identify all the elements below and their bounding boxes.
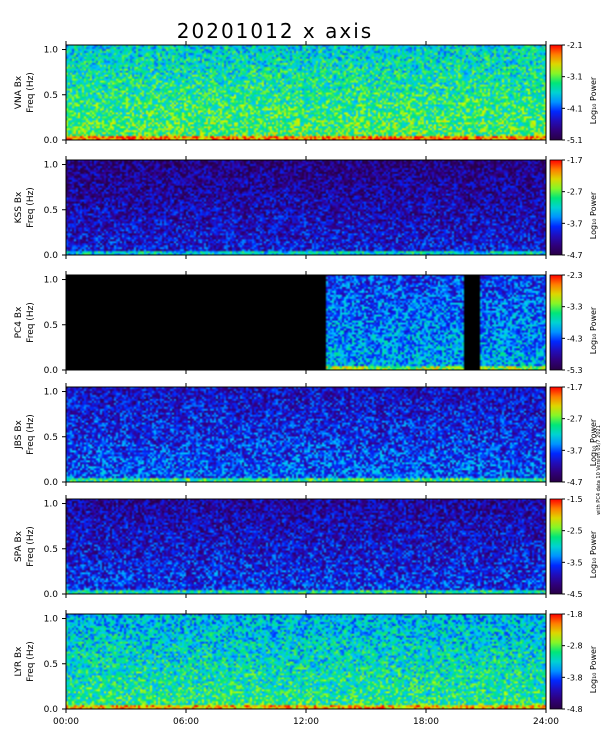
colorbar-label: Log₁₀ Power (589, 530, 598, 578)
x-tick-label: 18:00 (413, 717, 439, 727)
colorbar-tick-label: -3.1 (567, 73, 583, 82)
colorbar-tick-label: -4.1 (567, 104, 583, 113)
y-tick-label: 0.0 (44, 136, 59, 146)
colorbar-tick-label: -2.5 (567, 527, 583, 536)
y-axis-label: Freq (Hz) (26, 72, 36, 113)
colorbar (549, 613, 563, 710)
colorbar-tick-label: -5.1 (567, 136, 583, 145)
panel-2: 0.0 0.5 1.0 PC4 Bx Freq (Hz) -2.3 -3.3 -4.3 -5.3… (14, 271, 598, 376)
colorbar-tick-label: -2.7 (567, 415, 583, 424)
y-tick-label: 0.5 (44, 433, 58, 443)
colorbar-label: Log₁₀ Power (589, 191, 598, 239)
colorbar-tick-label: -4.3 (567, 334, 583, 343)
y-axis-label: Freq (Hz) (26, 641, 36, 682)
station-label: SPA Bx (14, 530, 24, 562)
colorbar-label: Log₁₀ Power (589, 306, 598, 354)
y-tick-label: 0.5 (44, 660, 58, 670)
colorbar-tick-label: -2.1 (567, 41, 583, 50)
chart-title: 20201012 x axis (177, 19, 373, 43)
colorbar-tick-label: -1.5 (567, 495, 583, 504)
spectrogram-image (66, 499, 546, 594)
colorbar-tick-label: -4.5 (567, 590, 583, 599)
y-tick-label: 1.0 (44, 46, 59, 56)
y-tick-label: 0.5 (44, 321, 58, 331)
y-tick-label: 0.0 (44, 590, 59, 600)
colorbar (549, 44, 563, 141)
y-tick-label: 0.0 (44, 366, 59, 376)
colorbar-tick-label: -2.7 (567, 188, 583, 197)
side-note: with PC4 data 10 Version 05/7 2021 (596, 425, 602, 515)
colorbar-tick-label: -4.7 (567, 478, 583, 487)
colorbar-tick-label: -3.7 (567, 219, 583, 228)
spectrogram-image (66, 387, 546, 482)
colorbar-tick-label: -2.8 (567, 642, 583, 651)
panel-5: 0.0 0.5 1.0 LYR Bx Freq (Hz) -1.8 -2.8 -3.8 -4.8… (14, 610, 598, 715)
colorbar-tick-label: -5.3 (567, 366, 583, 375)
y-tick-label: 0.5 (44, 206, 58, 216)
station-label: PC4 Bx (14, 306, 24, 338)
colorbar-tick-label: -1.8 (567, 610, 583, 619)
time-axis: 00:00 06:00 12:00 18:00 24:00 (53, 717, 559, 727)
x-tick-label: 12:00 (293, 717, 319, 727)
colorbar-tick-label: -2.3 (567, 271, 583, 280)
y-tick-label: 0.0 (44, 705, 59, 715)
colorbar (549, 498, 563, 595)
colorbar-tick-label: -4.8 (567, 705, 583, 714)
y-axis-label: Freq (Hz) (26, 302, 36, 343)
station-label: JBS Bx (14, 419, 24, 449)
y-axis-label: Freq (Hz) (26, 414, 36, 455)
station-label: VNA Bx (14, 75, 24, 109)
panel-4: 0.0 0.5 1.0 SPA Bx Freq (Hz) -1.5 -2.5 -3.5 -4.5… (14, 495, 598, 600)
colorbar-tick-label: -3.3 (567, 303, 583, 312)
y-tick-label: 1.0 (44, 500, 59, 510)
spectrogram-image (66, 45, 546, 140)
y-axis-label: Freq (Hz) (26, 187, 36, 228)
colorbar-label: Log₁₀ Power (589, 645, 598, 693)
colorbar-tick-label: -3.7 (567, 446, 583, 455)
colorbar-label: Log₁₀ Power (589, 76, 598, 124)
y-tick-label: 1.0 (44, 161, 59, 171)
x-tick-label: 00:00 (53, 717, 79, 727)
y-tick-label: 1.0 (44, 388, 59, 398)
panel-0: 0.0 0.5 1.0 VNA Bx Freq (Hz) -2.1 -3.1 -4.1 -5.1… (14, 41, 598, 146)
colorbar (549, 159, 563, 256)
y-tick-label: 0.0 (44, 478, 59, 488)
colorbar (549, 274, 563, 371)
colorbar (549, 386, 563, 483)
y-tick-label: 0.0 (44, 251, 59, 261)
colorbar-tick-label: -1.7 (567, 383, 583, 392)
colorbar-label: Log₁₀ Power (589, 418, 598, 466)
x-tick-label: 24:00 (533, 717, 559, 727)
colorbar-tick-label: -3.5 (567, 558, 583, 567)
spectrogram-image (66, 275, 546, 370)
station-label: LYR Bx (14, 646, 24, 677)
spectrogram-image (66, 614, 546, 709)
y-tick-label: 1.0 (44, 615, 59, 625)
y-axis-label: Freq (Hz) (26, 526, 36, 567)
spectrogram-image (66, 160, 546, 255)
y-tick-label: 0.5 (44, 91, 58, 101)
panel-1: 0.0 0.5 1.0 KSS Bx Freq (Hz) -1.7 -2.7 -3.7 -4.7… (14, 156, 598, 261)
colorbar-tick-label: -3.8 (567, 673, 583, 682)
y-tick-label: 1.0 (44, 276, 59, 286)
panel-3: 0.0 0.5 1.0 JBS Bx Freq (Hz) -1.7 -2.7 -3.7 -4.7… (14, 383, 598, 488)
colorbar-tick-label: -1.7 (567, 156, 583, 165)
station-label: KSS Bx (14, 191, 24, 223)
x-tick-label: 06:00 (173, 717, 199, 727)
colorbar-tick-label: -4.7 (567, 251, 583, 260)
y-tick-label: 0.5 (44, 545, 58, 555)
